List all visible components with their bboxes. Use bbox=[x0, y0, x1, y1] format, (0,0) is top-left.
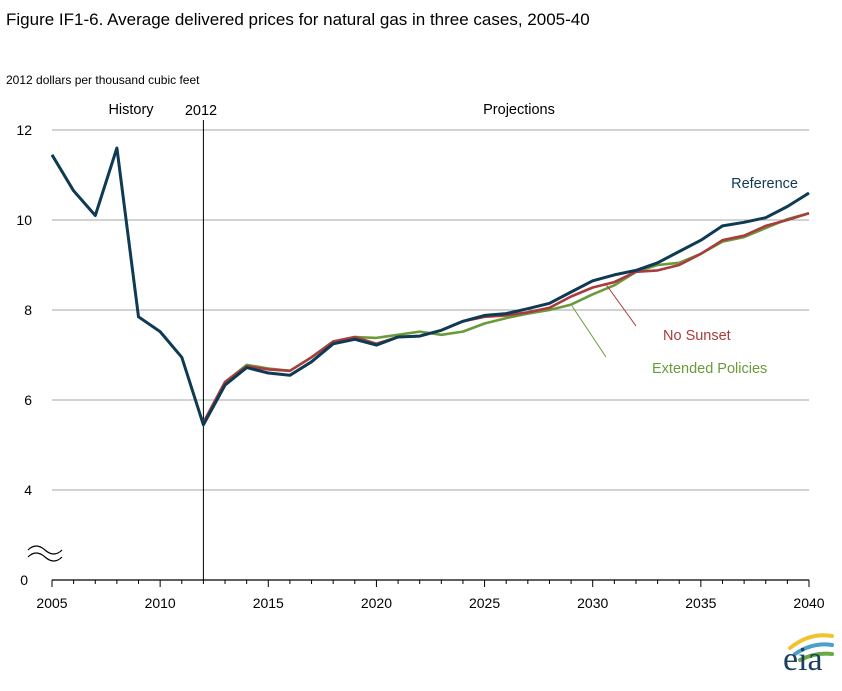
y-tick-label-10: 10 bbox=[16, 212, 32, 228]
series-line-extended-policies bbox=[202, 212, 810, 424]
figure-title: Figure IF1-6. Average delivered prices f… bbox=[6, 10, 590, 29]
y-tick-label-4: 4 bbox=[24, 482, 32, 498]
x-tick-label-2005: 2005 bbox=[36, 595, 67, 611]
x-tick-label-2025: 2025 bbox=[469, 595, 500, 611]
series-line-no-sunset bbox=[202, 212, 810, 424]
y-tick-label-0: 0 bbox=[20, 572, 28, 588]
series-lines bbox=[50, 146, 810, 427]
history-label: History bbox=[108, 102, 154, 118]
series-line-reference bbox=[50, 146, 810, 427]
divider-year-label: 2012 bbox=[185, 103, 217, 119]
x-tick-label-2035: 2035 bbox=[685, 595, 716, 611]
projections-label: Projections bbox=[483, 102, 555, 118]
x-tick-label-2015: 2015 bbox=[253, 595, 284, 611]
no-sunset-leader-line bbox=[604, 282, 637, 327]
y-tick-labels: 0 4 6 8 10 12 bbox=[16, 122, 32, 588]
extended-policies-series-label: Extended Policies bbox=[652, 361, 767, 377]
x-tick-label-2030: 2030 bbox=[577, 595, 608, 611]
x-tick-labels: 2005 2010 2015 2020 2025 2030 2035 2040 bbox=[36, 595, 824, 611]
y-tick-label-12: 12 bbox=[16, 122, 32, 138]
extended-policies-leader-line bbox=[571, 305, 607, 358]
eia-logo-text: eia bbox=[783, 641, 823, 678]
x-tick-label-2040: 2040 bbox=[793, 595, 824, 611]
x-tick-label-2020: 2020 bbox=[361, 595, 392, 611]
x-axis bbox=[51, 579, 810, 587]
reference-series-label: Reference bbox=[731, 176, 798, 192]
gridlines bbox=[52, 129, 809, 491]
x-tick-label-2010: 2010 bbox=[145, 595, 176, 611]
y-tick-label-8: 8 bbox=[24, 302, 32, 318]
no-sunset-series-label: No Sunset bbox=[663, 328, 731, 344]
eia-logo-icon bbox=[788, 633, 834, 662]
y-tick-label-6: 6 bbox=[24, 392, 32, 408]
axis-break-icon bbox=[27, 545, 63, 562]
y-axis-units-label: 2012 dollars per thousand cubic feet bbox=[6, 73, 200, 87]
